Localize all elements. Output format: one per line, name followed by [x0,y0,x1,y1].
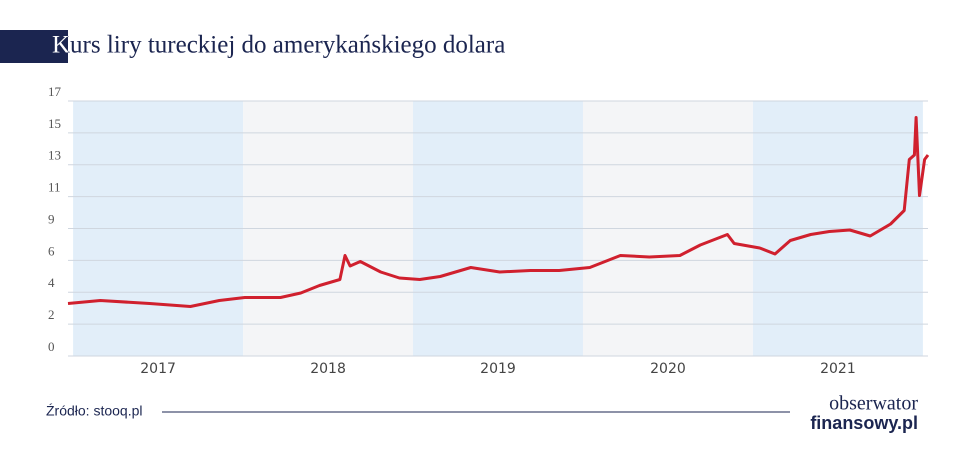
x-tick-label: 2019 [480,361,516,377]
y-tick-label: 11 [48,180,61,195]
title-block [0,30,68,63]
y-tick-label: 15 [48,116,61,131]
plot-area: 2017 2018 2019 2020 2021 0 2 4 6 9 11 13 15 17 [48,84,930,377]
x-tick-label: 2018 [310,361,346,377]
y-tick-label: 17 [48,84,62,99]
logo-line: obserwator [829,393,918,415]
x-tick-label: 2021 [820,361,856,377]
logo-line: finansowy.pl [810,413,918,433]
x-tick-label: 2020 [650,361,686,377]
x-tick-label: 2017 [140,361,176,377]
source: Źródło: stooq.pl [46,403,143,419]
y-tick-label: 4 [48,275,55,290]
y-tick-label: 9 [48,211,55,226]
data-line [67,116,930,308]
y-tick-label: 0 [48,339,55,354]
y-tick-label: 13 [48,148,61,163]
chart-title: Kurs liry tureckiej do amerykańskiego do… [52,32,505,59]
y-tick-label: 6 [48,243,55,258]
y-tick-label: 2 [48,307,55,322]
